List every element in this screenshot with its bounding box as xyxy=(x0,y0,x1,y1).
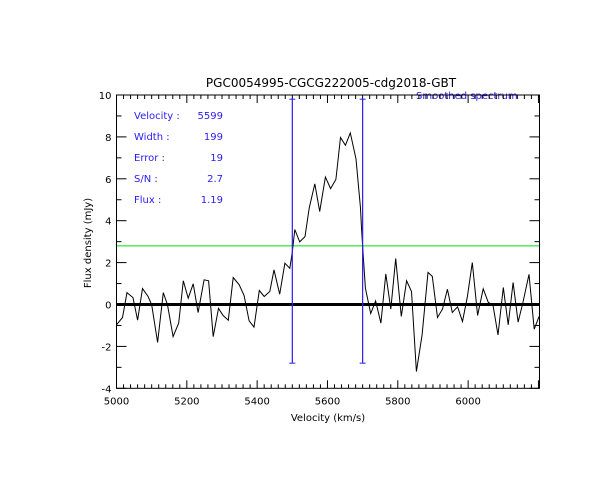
annotation-label: Error : xyxy=(134,153,165,164)
y-tick-label: 0 xyxy=(105,301,111,312)
y-tick-label: 2 xyxy=(105,259,111,270)
y-tick-label: 8 xyxy=(105,133,111,144)
annotations: Velocity : 5599 Width : 199 Error : 19 S/N : 2.… xyxy=(134,111,223,206)
x-tick-label: 5000 xyxy=(104,396,129,407)
axis-ticks: 5000 5200 5400 5600 5800 6000 -4 -2 0 2 4 6 8 10 xyxy=(99,91,540,407)
annotation-value: 19 xyxy=(210,153,223,164)
x-tick-label: 5400 xyxy=(244,396,269,407)
plot-frame xyxy=(116,94,540,389)
y-axis-label: Flux density (mJy) xyxy=(83,198,94,288)
y-tick-label: 4 xyxy=(105,217,111,228)
y-tick-label: -4 xyxy=(102,384,112,395)
y-tick-label: -2 xyxy=(102,342,112,353)
x-tick-label: 5600 xyxy=(315,396,340,407)
annotation-value: 5599 xyxy=(198,111,223,122)
plot-marks xyxy=(116,98,540,372)
annotation-value: 1.19 xyxy=(201,195,223,206)
x-tick-label: 5800 xyxy=(385,396,410,407)
annotation-label: Width : xyxy=(134,132,170,143)
annotation-label: Flux : xyxy=(134,195,161,206)
y-tick-label: 6 xyxy=(105,175,111,186)
y-tick-label: 10 xyxy=(99,91,112,102)
annotation-label: S/N : xyxy=(134,174,158,185)
spectrum-line xyxy=(116,131,540,372)
legend-label: Smoothed spectrum xyxy=(416,91,518,102)
x-tick-label: 6000 xyxy=(455,396,480,407)
annotation-value: 199 xyxy=(204,132,223,143)
x-tick-label: 5200 xyxy=(174,396,199,407)
annotation-label: Velocity : xyxy=(134,111,180,122)
chart-title: PGC0054995-CGCG222005-cdg2018-GBT xyxy=(206,76,457,90)
annotation-value: 2.7 xyxy=(207,174,223,185)
x-axis-label: Velocity (km/s) xyxy=(291,413,365,424)
